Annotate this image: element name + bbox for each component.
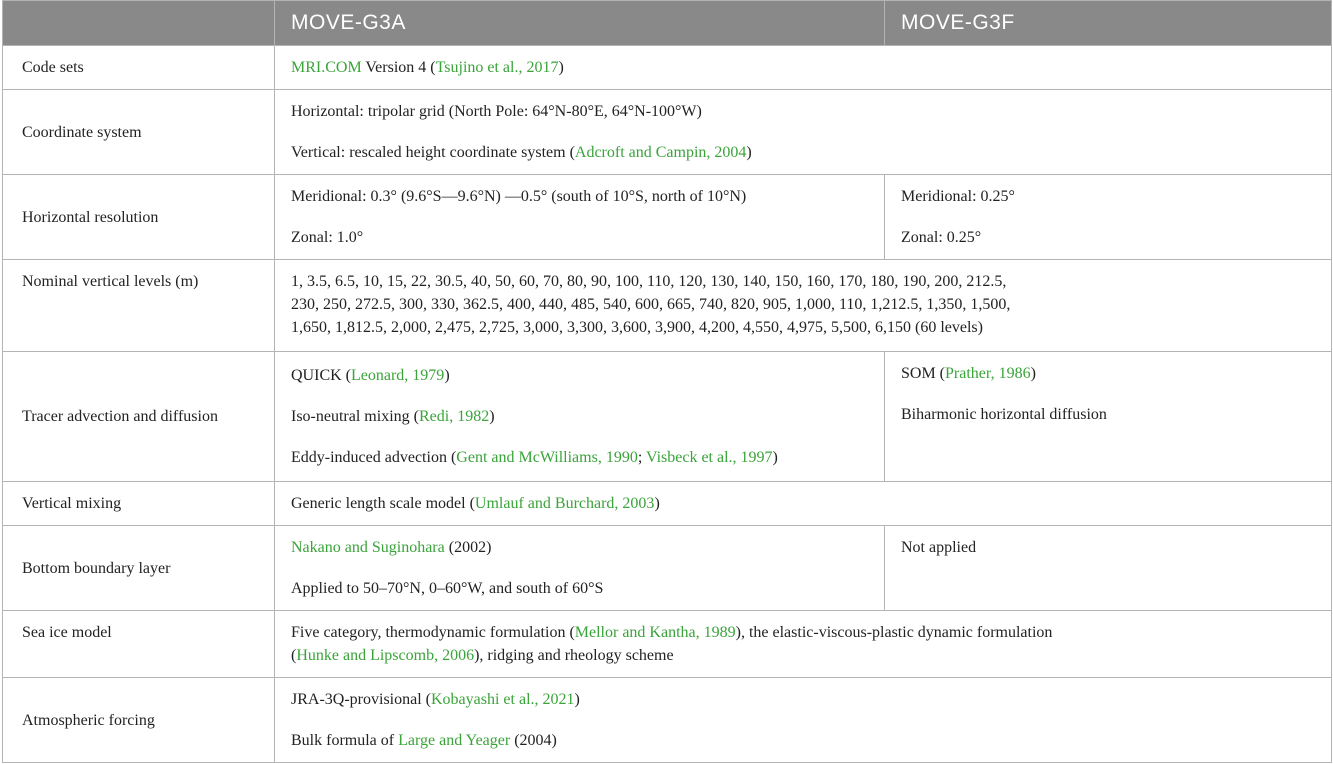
bbl-reference: Nakano and Suginohara (2002)	[291, 536, 868, 559]
text-fragment: Eddy-induced advection (	[291, 449, 457, 466]
row-label: Horizontal resolution	[2, 174, 275, 260]
text-fragment: QUICK (	[291, 367, 351, 384]
header-move-g3f: MOVE-G3F	[884, 0, 1332, 46]
text-fragment: (2004)	[510, 732, 557, 749]
citation-link[interactable]: Redi, 1982	[418, 408, 490, 425]
text-fragment: Vertical: rescaled height coordinate sys…	[291, 144, 575, 161]
zonal-text: Zonal: 0.25°	[901, 229, 982, 246]
text-fragment: (2002)	[448, 539, 492, 556]
row-label: Coordinate system	[2, 89, 275, 175]
row-vertical-levels: Nominal vertical levels (m) 1, 3.5, 6.5,…	[2, 259, 1332, 352]
text-fragment: JRA-3Q-provisional (	[291, 691, 431, 708]
text-fragment: )	[444, 367, 450, 384]
biharmonic-text: Biharmonic horizontal diffusion	[901, 406, 1107, 423]
jra-text: JRA-3Q-provisional (Kobayashi et al., 20…	[291, 688, 1315, 711]
citation-link[interactable]: Visbeck et al., 1997	[645, 449, 773, 466]
citation-link[interactable]: MRI.COM	[291, 59, 362, 76]
citation-link[interactable]: Prather, 1986	[945, 365, 1031, 382]
atmospheric-forcing-value: JRA-3Q-provisional (Kobayashi et al., 20…	[274, 677, 1332, 763]
text-fragment: Version 4 (	[361, 59, 436, 76]
header-row: MOVE-G3A MOVE-G3F	[2, 0, 1332, 46]
eddy-advection-text: Eddy-induced advection (Gent and McWilli…	[291, 446, 868, 469]
quick-text: QUICK (Leonard, 1979)	[291, 364, 868, 387]
bbl-applied-text: Applied to 50–70°N, 0–60°W, and south of…	[291, 580, 604, 597]
row-label: Tracer advection and diffusion	[2, 351, 275, 482]
levels-line: 1, 3.5, 6.5, 10, 15, 22, 30.5, 40, 50, 6…	[291, 273, 1007, 290]
text-fragment: )	[574, 691, 580, 708]
citation-link[interactable]: Umlauf and Burchard, 2003	[474, 495, 655, 512]
iso-neutral-text: Iso-neutral mixing (Redi, 1982)	[291, 405, 868, 428]
text-fragment: SOM (	[901, 365, 946, 382]
row-tracer-advection: Tracer advection and diffusion QUICK (Le…	[2, 351, 1332, 482]
citation-link[interactable]: Mellor and Kantha, 1989	[574, 624, 736, 641]
row-label: Atmospheric forcing	[2, 677, 275, 763]
text-fragment: )	[1030, 365, 1036, 382]
row-label: Sea ice model	[2, 610, 275, 678]
horizontal-grid-text: Horizontal: tripolar grid (North Pole: 6…	[291, 103, 702, 120]
citation-link[interactable]: Adcroft and Campin, 2004	[574, 144, 747, 161]
vertical-levels-value: 1, 3.5, 6.5, 10, 15, 22, 30.5, 40, 50, 6…	[274, 259, 1332, 352]
text-fragment: ;	[637, 449, 646, 466]
text-fragment: Generic length scale model (	[291, 495, 475, 512]
citation-link[interactable]: Hunke and Lipscomb, 2006	[296, 647, 475, 664]
row-label: Nominal vertical levels (m)	[2, 259, 275, 352]
levels-line: 1,650, 1,812.5, 2,000, 2,475, 2,725, 3,0…	[291, 319, 983, 336]
header-move-g3a: MOVE-G3A	[274, 0, 885, 46]
row-coordinate-system: Coordinate system Horizontal: tripolar g…	[2, 89, 1332, 175]
row-atmospheric-forcing: Atmospheric forcing JRA-3Q-provisional (…	[2, 677, 1332, 763]
bulk-formula-text: Bulk formula of Large and Yeager (2004)	[291, 729, 1315, 752]
text-fragment: Iso-neutral mixing (	[291, 408, 419, 425]
text-fragment: )	[489, 408, 495, 425]
citation-link[interactable]: Large and Yeager	[398, 732, 511, 749]
row-code-sets: Code sets MRI.COM Version 4 (Tsujino et …	[2, 45, 1332, 90]
row-horizontal-resolution: Horizontal resolution Meridional: 0.3° (…	[2, 174, 1332, 260]
row-label: Vertical mixing	[2, 481, 275, 526]
g3a-tracer: QUICK (Leonard, 1979) Iso-neutral mixing…	[274, 351, 885, 482]
sea-ice-value: Five category, thermodynamic formulation…	[274, 610, 1332, 678]
text-fragment: (	[291, 647, 297, 664]
meridional-text: Meridional: 0.3° (9.6°S—9.6°N) —0.5° (so…	[291, 188, 747, 205]
text-fragment: )	[654, 495, 660, 512]
text-fragment: ), ridging and rheology scheme	[474, 647, 674, 664]
vertical-coordinate-text: Vertical: rescaled height coordinate sys…	[291, 141, 1315, 164]
text-fragment: )	[772, 449, 778, 466]
citation-link[interactable]: Gent and McWilliams, 1990	[456, 449, 638, 466]
g3a-bottom-boundary: Nakano and Suginohara (2002) Applied to …	[274, 525, 885, 611]
levels-line: 230, 250, 272.5, 300, 330, 362.5, 400, 4…	[291, 296, 1011, 313]
citation-link[interactable]: Kobayashi et al., 2021	[430, 691, 575, 708]
row-label: Code sets	[2, 45, 275, 90]
code-sets-value: MRI.COM Version 4 (Tsujino et al., 2017)	[274, 45, 1332, 90]
som-text: SOM (Prather, 1986)	[901, 362, 1315, 385]
row-label: Bottom boundary layer	[2, 525, 275, 611]
g3f-resolution: Meridional: 0.25° Zonal: 0.25°	[884, 174, 1332, 260]
zonal-text: Zonal: 1.0°	[291, 229, 364, 246]
text-fragment: Bulk formula of	[291, 732, 399, 749]
text-fragment: )	[746, 144, 752, 161]
g3f-tracer: SOM (Prather, 1986) Biharmonic horizonta…	[884, 351, 1332, 482]
g3a-resolution: Meridional: 0.3° (9.6°S—9.6°N) —0.5° (so…	[274, 174, 885, 260]
citation-link[interactable]: Nakano and Suginohara	[291, 539, 445, 556]
text-fragment: )	[558, 59, 564, 76]
text-fragment: Five category, thermodynamic formulation…	[291, 624, 575, 641]
text-fragment: ), the elastic-viscous-plastic dynamic f…	[735, 624, 1053, 641]
row-sea-ice-model: Sea ice model Five category, thermodynam…	[2, 610, 1332, 678]
g3f-bottom-boundary: Not applied	[884, 525, 1332, 611]
citation-link[interactable]: Tsujino et al., 2017	[435, 59, 559, 76]
row-bottom-boundary-layer: Bottom boundary layer Nakano and Suginoh…	[2, 525, 1332, 611]
coordinate-system-value: Horizontal: tripolar grid (North Pole: 6…	[274, 89, 1332, 175]
citation-link[interactable]: Leonard, 1979	[351, 367, 445, 384]
vertical-mixing-value: Generic length scale model (Umlauf and B…	[274, 481, 1332, 526]
row-vertical-mixing: Vertical mixing Generic length scale mod…	[2, 481, 1332, 526]
header-empty	[2, 0, 275, 46]
meridional-text: Meridional: 0.25°	[901, 188, 1015, 205]
